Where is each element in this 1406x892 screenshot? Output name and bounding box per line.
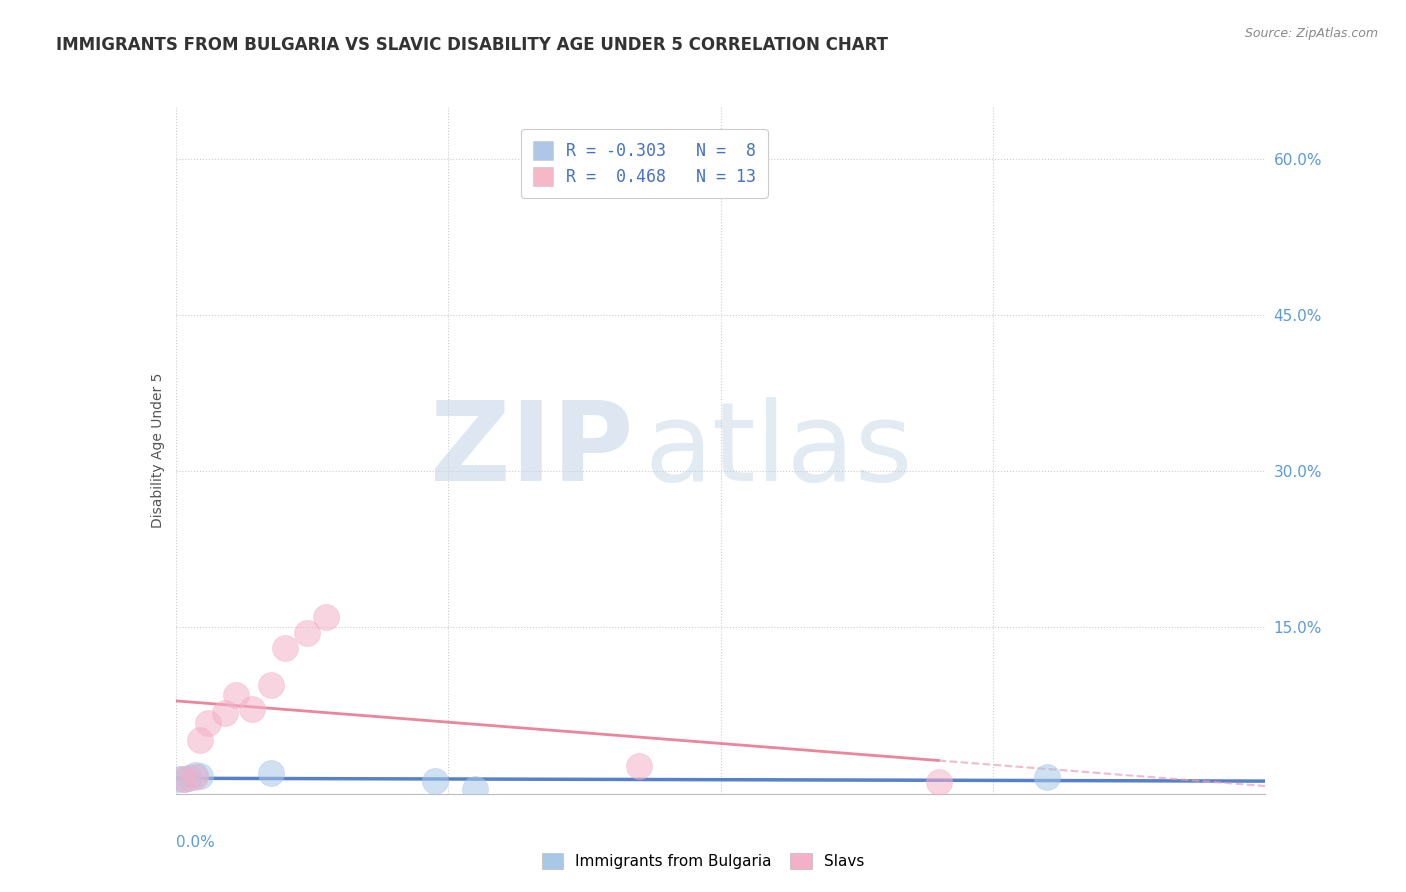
Text: 0.0%: 0.0% — [176, 835, 215, 850]
Point — [225, 688, 247, 702]
Point — [464, 781, 486, 796]
Y-axis label: Disability Age Under 5: Disability Age Under 5 — [150, 373, 165, 528]
Point — [627, 758, 650, 772]
Legend: Immigrants from Bulgaria, Slavs: Immigrants from Bulgaria, Slavs — [536, 847, 870, 875]
Point — [1036, 770, 1059, 784]
Point — [173, 772, 195, 787]
Text: Source: ZipAtlas.com: Source: ZipAtlas.com — [1244, 27, 1378, 40]
Point — [928, 775, 950, 789]
Point — [173, 772, 195, 787]
Point — [214, 706, 236, 720]
Point — [197, 716, 219, 731]
Point — [179, 771, 201, 786]
Point — [274, 641, 297, 656]
Point — [423, 774, 446, 789]
Point — [188, 769, 211, 783]
Text: IMMIGRANTS FROM BULGARIA VS SLAVIC DISABILITY AGE UNDER 5 CORRELATION CHART: IMMIGRANTS FROM BULGARIA VS SLAVIC DISAB… — [56, 36, 889, 54]
Point — [184, 768, 207, 782]
Legend: R = -0.303   N =  8, R =  0.468   N = 13: R = -0.303 N = 8, R = 0.468 N = 13 — [522, 129, 768, 198]
Text: ZIP: ZIP — [430, 397, 633, 504]
Point — [167, 772, 190, 787]
Point — [260, 678, 283, 692]
Text: atlas: atlas — [644, 397, 912, 504]
Point — [184, 770, 207, 784]
Point — [295, 625, 318, 640]
Point — [240, 701, 263, 715]
Point — [315, 610, 337, 624]
Point — [260, 766, 283, 780]
Point — [188, 732, 211, 747]
